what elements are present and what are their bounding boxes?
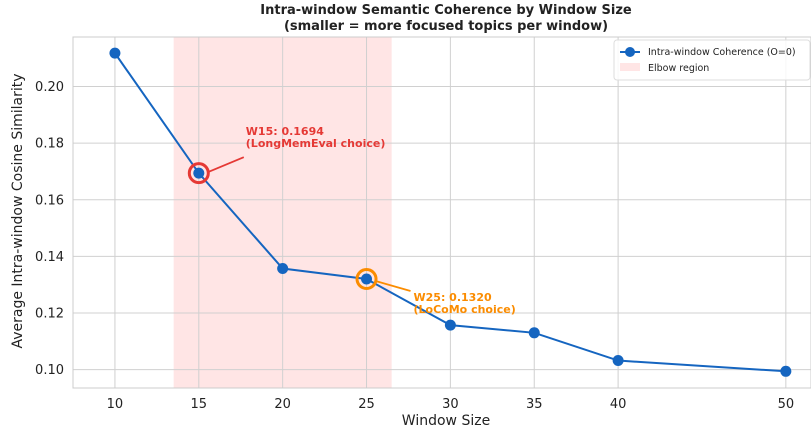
annotation-sublabel: (LongMemEval choice) (246, 137, 386, 150)
chart-title-line1: Intra-window Semantic Coherence by Windo… (260, 3, 632, 18)
y-tick-label: 0.18 (35, 137, 64, 152)
data-point (109, 47, 121, 59)
data-point (277, 263, 289, 275)
data-point (193, 167, 205, 179)
x-tick-label: 30 (442, 397, 459, 412)
data-point (528, 327, 540, 339)
legend: Intra-window Coherence (O=0) Elbow regio… (613, 39, 811, 81)
x-tick-label: 10 (107, 397, 124, 412)
grid-lines (73, 37, 811, 388)
x-tick-label: 15 (191, 397, 208, 412)
annotation-label: W15: 0.1694 (246, 125, 324, 138)
x-tick-labels: 10 15 20 25 30 35 40 50 (107, 397, 794, 412)
series-line (114, 52, 786, 373)
y-tick-label: 0.12 (35, 306, 64, 321)
annotation-arrow (375, 280, 411, 292)
annotation-sublabel: (LoCoMo choice) (414, 303, 516, 316)
x-tick-label: 40 (610, 397, 627, 412)
x-tick-label: 20 (274, 397, 291, 412)
highlight-ring (187, 162, 210, 185)
x-tick-label: 50 (778, 397, 795, 412)
plot-area: W15: 0.1694(LongMemEval choice) W25: 0.13… (72, 36, 811, 389)
y-tick-label: 0.14 (35, 250, 64, 265)
annotation-arrow (207, 156, 245, 173)
y-tick-label: 0.10 (35, 363, 64, 378)
y-tick-label: 0.20 (35, 80, 64, 95)
legend-series-label: Intra-window Coherence (O=0) (648, 47, 796, 58)
chart-title-line2: (smaller = more focused topics per windo… (284, 19, 608, 34)
highlight-ring (355, 268, 378, 291)
data-point (361, 273, 373, 285)
x-tick-label: 25 (358, 397, 375, 412)
data-point (444, 319, 456, 331)
y-axis-label: Average Intra-window Cosine Similarity (10, 73, 26, 348)
annotations-group: W15: 0.1694(LongMemEval choice) W25: 0.13… (187, 125, 516, 316)
legend-series-marker-swatch (625, 47, 635, 57)
legend-elbow-label: Elbow region (648, 63, 709, 74)
x-tick-label: 35 (526, 397, 543, 412)
plot-frame (72, 36, 811, 389)
data-point (780, 365, 792, 377)
data-point (612, 355, 624, 367)
y-tick-label: 0.16 (35, 193, 64, 208)
legend-box (613, 39, 811, 81)
annotation-label: W25: 0.1320 (414, 291, 492, 304)
y-tick-labels: 0.10 0.12 0.14 0.16 0.18 0.20 (35, 80, 64, 378)
legend-elbow-swatch (620, 63, 640, 71)
series-group (109, 47, 792, 377)
x-axis-label: Window Size (402, 413, 490, 429)
